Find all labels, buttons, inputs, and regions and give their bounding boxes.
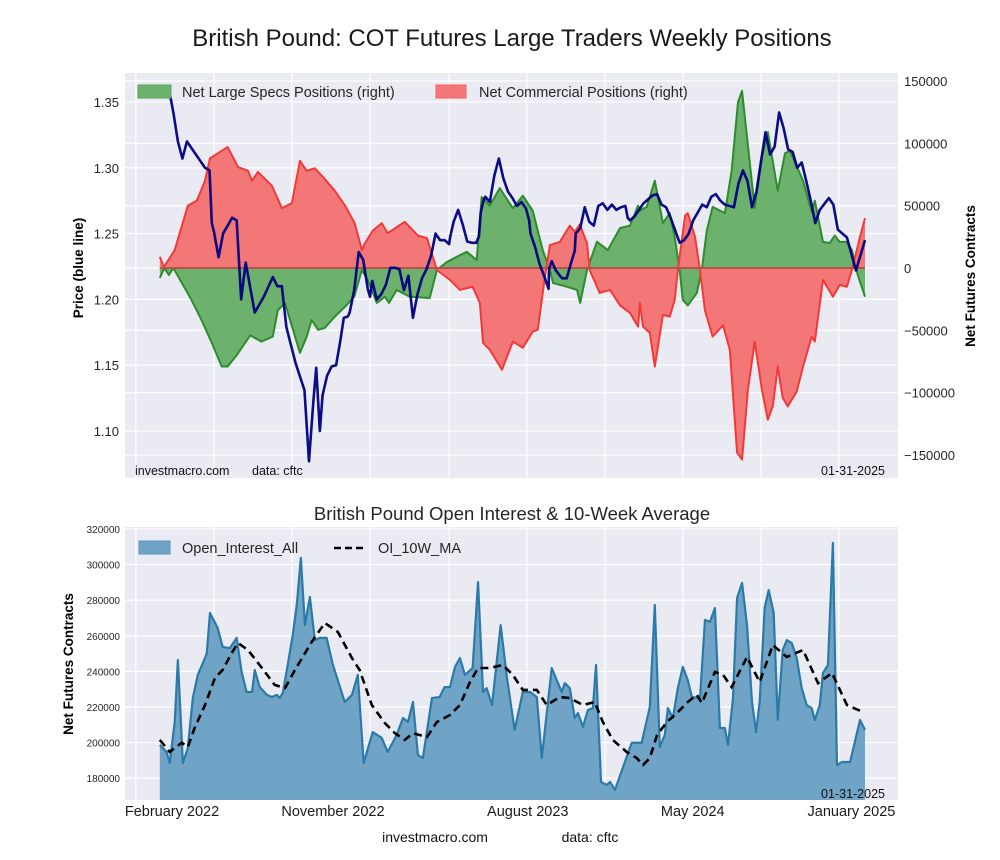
- date-tick-label: February 2022: [125, 804, 219, 820]
- open-interest-tick-label: 320000: [87, 525, 121, 536]
- open-interest-tick-label: 180000: [87, 774, 121, 785]
- legend-label-open-interest: Open_Interest_All: [182, 541, 298, 557]
- contracts-tick-label: 0: [904, 261, 911, 276]
- legend-swatch-commercial: [435, 84, 467, 99]
- top-chart: 1.101.151.201.251.301.35 −150000−100000−…: [71, 73, 978, 478]
- contracts-tick-label: −50000: [904, 323, 948, 338]
- price-axis-ticks: 1.10 1.15 1.20 1.25 1.30 1.35: [94, 95, 119, 439]
- legend-swatch-large-specs: [137, 84, 172, 99]
- open-interest-tick-label: 220000: [87, 703, 121, 714]
- figure-title: British Pound: COT Futures Large Traders…: [192, 25, 831, 52]
- legend-label-commercial: Net Commercial Positions (right): [479, 85, 688, 101]
- open-interest-tick-label: 280000: [87, 596, 121, 607]
- open-interest-tick-label: 260000: [87, 632, 121, 643]
- contracts-tick-label: 100000: [904, 136, 947, 151]
- bottom-chart: British Pound Open Interest & 10-Week Av…: [61, 503, 898, 820]
- bottom-date-stamp: 01-31-2025: [821, 787, 885, 801]
- date-tick-label: May 2024: [661, 804, 725, 820]
- net-commercial-line: [158, 146, 866, 461]
- top-legend: Net Large Specs Positions (right) Net Co…: [137, 84, 688, 101]
- footer-site: investmacro.com: [382, 829, 488, 845]
- price-tick-label: 1.30: [94, 161, 119, 176]
- top-date-stamp: 01-31-2025: [821, 464, 885, 478]
- date-tick-label: August 2023: [487, 804, 568, 820]
- date-axis-ticks: February 2022 November 2022 August 2023 May…: [125, 804, 896, 820]
- price-tick-label: 1.20: [94, 292, 119, 307]
- contracts-tick-label: 150000: [904, 74, 947, 89]
- top-watermark-source: data: cftc: [252, 464, 303, 478]
- price-tick-label: 1.25: [94, 227, 119, 242]
- contracts-tick-label: −150000: [904, 448, 955, 463]
- bottom-chart-title: British Pound Open Interest & 10-Week Av…: [314, 503, 710, 524]
- legend-label-large-specs: Net Large Specs Positions (right): [182, 85, 395, 101]
- contracts-tick-label: −100000: [904, 386, 955, 401]
- contracts-axis-ticks: −150000 −100000 −50000 0 50000 100000 150000: [904, 74, 955, 463]
- date-tick-label: November 2022: [281, 804, 384, 820]
- footer-source: data: cftc: [562, 829, 619, 845]
- bottom-legend: Open_Interest_All OI_10W_MA: [138, 540, 461, 557]
- price-tick-label: 1.15: [94, 358, 119, 373]
- top-series: [158, 87, 867, 463]
- legend-label-oi-ma: OI_10W_MA: [378, 541, 461, 557]
- legend-swatch-open-interest: [138, 540, 171, 555]
- price-axis-label: Price (blue line): [71, 218, 86, 319]
- price-tick-label: 1.10: [94, 424, 119, 439]
- price-tick-label: 1.35: [94, 95, 119, 110]
- date-tick-label: January 2025: [808, 804, 896, 820]
- contracts-tick-label: 50000: [904, 199, 940, 214]
- net-large-specs-area: [159, 90, 866, 367]
- open-interest-line: [159, 541, 866, 792]
- bottom-series: [158, 541, 866, 800]
- open-interest-tick-label: 300000: [87, 561, 121, 572]
- open-interest-axis-label: Net Futures Contracts: [61, 593, 76, 735]
- open-interest-axis-ticks: 180000 200000 220000 240000 260000 280000 3000…: [87, 525, 121, 785]
- top-watermark-site: investmacro.com: [135, 464, 229, 478]
- oi-10w-ma-line: [158, 621, 864, 767]
- open-interest-area: [159, 543, 866, 800]
- open-interest-tick-label: 200000: [87, 739, 121, 750]
- price-line: [159, 87, 867, 463]
- net-commercial-area: [159, 147, 866, 460]
- open-interest-tick-label: 240000: [87, 667, 121, 678]
- contracts-axis-label-right: Net Futures Contracts: [963, 205, 978, 347]
